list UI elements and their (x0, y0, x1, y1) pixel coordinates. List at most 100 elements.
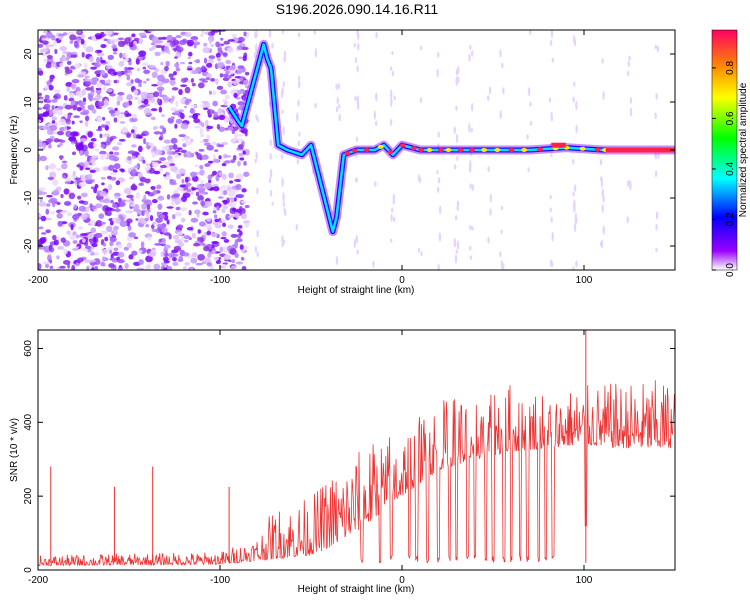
noise-blob (45, 45, 49, 52)
noise-blob (96, 73, 101, 77)
noise-blob (104, 98, 109, 105)
noise-blob (96, 56, 100, 64)
noise-blob (168, 145, 174, 151)
noise-blob (102, 86, 107, 91)
noise-blob (144, 191, 151, 195)
bottom-plot-frame (37, 329, 676, 571)
noise-blob (153, 91, 160, 98)
noise-blob (235, 261, 244, 265)
noise-blob (91, 77, 99, 83)
noise-blob (438, 232, 442, 242)
signal-track (225, 39, 675, 237)
noise-blob (175, 100, 179, 107)
noise-blob (295, 223, 298, 231)
noise-blob (110, 199, 114, 204)
noise-blob (72, 231, 77, 236)
noise-blob (133, 89, 139, 96)
noise-blob (216, 123, 221, 130)
noise-blob (223, 155, 232, 158)
noise-blob (131, 183, 136, 190)
noise-blob (149, 214, 154, 222)
noise-blob (151, 161, 160, 168)
noise-blob (313, 30, 316, 35)
noise-blob (375, 31, 378, 39)
noise-blob (193, 118, 200, 124)
noise-blob (269, 189, 273, 197)
noise-blob (314, 48, 318, 58)
noise-blob (468, 164, 472, 173)
noise-blob (207, 174, 213, 181)
noise-blob (84, 245, 92, 250)
noise-blob (45, 63, 52, 69)
noise-blob (135, 47, 140, 51)
noise-blob (138, 182, 145, 186)
noise-blob (49, 171, 57, 179)
noise-blob (269, 152, 272, 160)
noise-blob (355, 234, 358, 244)
noise-blob (184, 140, 193, 146)
noise-blob (105, 156, 110, 160)
noise-blob (655, 92, 658, 100)
noise-blob (137, 136, 143, 139)
noise-blob (38, 69, 44, 76)
noise-blob (198, 221, 206, 227)
noise-blob (147, 95, 152, 101)
noise-blob (146, 78, 150, 82)
noise-blob (180, 217, 186, 223)
noise-blob (338, 113, 341, 122)
x-tick-label: -200 (28, 575, 48, 586)
noise-blob (237, 89, 246, 94)
noise-blob (75, 91, 83, 97)
noise-blob (100, 230, 108, 235)
noise-blob (46, 55, 53, 60)
noise-blob (157, 195, 165, 201)
noise-blob (629, 181, 632, 191)
noise-blob (104, 207, 113, 211)
noise-blob (64, 69, 73, 74)
noise-blob (548, 97, 552, 103)
noise-blob (237, 144, 244, 150)
noise-blob (59, 45, 68, 52)
noise-blob (420, 45, 423, 51)
noise-blob (62, 260, 71, 265)
noise-blob (529, 30, 532, 36)
noise-blob (222, 52, 228, 58)
noise-blob (138, 249, 143, 254)
noise-blob (353, 43, 356, 48)
noise-blob (206, 230, 212, 236)
noise-blob (138, 50, 147, 57)
noise-blob (232, 138, 236, 144)
noise-blob (60, 193, 64, 199)
noise-blob (97, 49, 103, 53)
noise-blob (228, 126, 234, 131)
noise-blob (355, 136, 359, 143)
noise-blob (93, 251, 100, 256)
noise-blob (354, 96, 357, 102)
noise-blob (218, 220, 223, 224)
noise-blob (80, 111, 89, 116)
noise-blob (68, 136, 77, 142)
noise-blob (126, 94, 133, 101)
noise-blob (61, 163, 68, 170)
noise-blob (96, 117, 103, 123)
noise-blob (72, 240, 78, 244)
noise-blob (468, 53, 471, 62)
noise-blob (58, 109, 63, 116)
noise-blob (437, 131, 440, 138)
noise-blob (169, 77, 176, 81)
colorbar-tick-label: 0.0 (725, 263, 736, 277)
noise-blob (297, 32, 301, 38)
noise-blob (100, 176, 106, 180)
noise-blob (436, 68, 439, 78)
noise-blob (471, 183, 474, 192)
noise-blob (107, 59, 111, 66)
noise-blob (221, 263, 227, 269)
noise-blob (175, 51, 182, 58)
noise-blob (226, 47, 234, 54)
noise-blob (224, 94, 230, 100)
noise-blob (87, 105, 92, 110)
noise-blob (208, 55, 216, 60)
noise-blob (182, 252, 190, 257)
noise-blob (179, 61, 186, 65)
noise-blob (75, 234, 80, 239)
